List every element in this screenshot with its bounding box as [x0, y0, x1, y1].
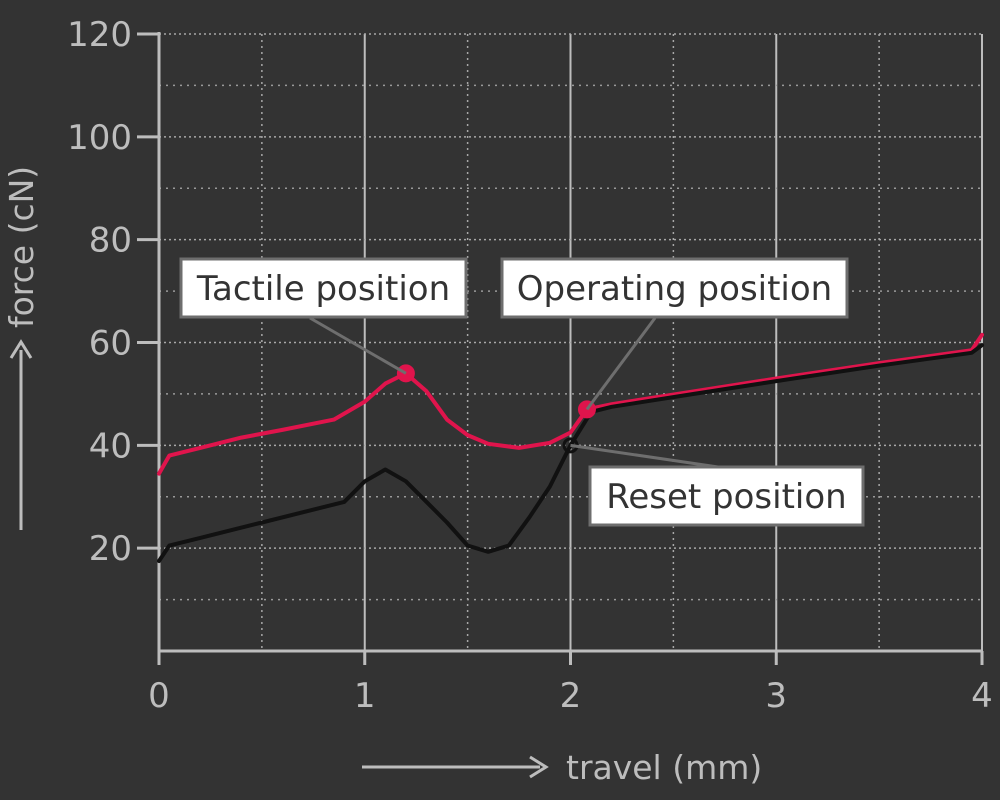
callout-label: Operating position [517, 269, 832, 309]
callout-box [179, 257, 468, 319]
x-tick-label: 1 [354, 676, 376, 716]
x-tick-label: 2 [560, 676, 582, 716]
y-tick-label: 40 [89, 426, 132, 466]
y-axis-arrow-head [9, 339, 33, 359]
press-curve [157, 332, 984, 476]
x-tick-label: 4 [971, 676, 993, 716]
callout-box [500, 257, 849, 319]
callout-leader [585, 317, 657, 411]
x-axis-title: travel (mm) [362, 748, 762, 787]
x-tick-label: 0 [148, 676, 170, 716]
x-axis-label: travel (mm) [566, 748, 762, 787]
series-lines [157, 332, 984, 563]
y-axis-label: force (cN) [2, 166, 41, 328]
callout-box [588, 465, 865, 527]
callout-label: Reset position [606, 477, 846, 517]
axes: 0 1 2 3 4 20 40 60 80 100 120 [67, 15, 993, 716]
x-tick-label: 3 [765, 676, 787, 716]
y-tick-label: 60 [89, 324, 132, 364]
callout-leader [570, 443, 719, 469]
y-tick-label: 100 [67, 118, 132, 158]
y-tick-label: 120 [67, 15, 132, 55]
callouts: Tactile position Operating position Reset … [179, 257, 865, 527]
y-tick-label: 20 [89, 529, 132, 569]
y-axis-title: force (cN) [2, 166, 41, 530]
markers [396, 364, 596, 454]
grid [159, 33, 983, 651]
callout-leader [309, 316, 407, 375]
callout-label: Tactile position [196, 269, 450, 309]
y-tick-label: 80 [89, 221, 132, 261]
release-curve [157, 343, 984, 563]
x-axis-arrow-head [529, 755, 549, 779]
